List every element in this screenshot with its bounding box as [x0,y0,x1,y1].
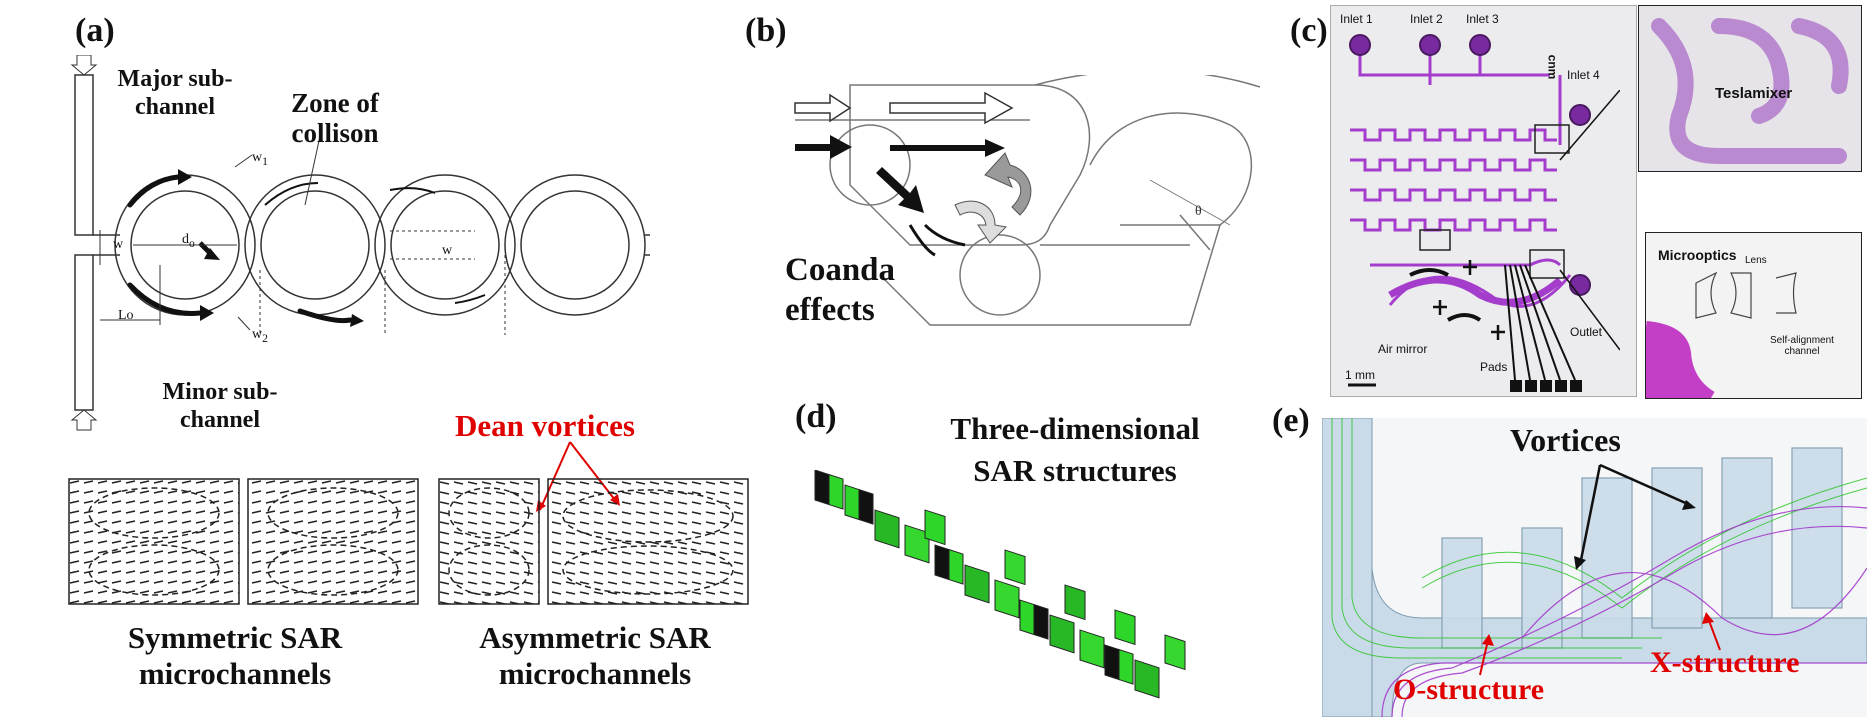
minor-subchannel-label: Minor sub- channel [162,379,278,433]
air-mirror-label: Air mirror [1378,342,1428,356]
symmetric-sar-label: Symmetric SAR microchannels [127,620,343,691]
w-right-label: w [442,243,453,258]
x-structure-label: X-structure [1650,646,1800,679]
panel-a-label: (a) [75,12,115,49]
panel-c-label: (c) [1290,12,1328,49]
panel-d-label: (d) [795,398,837,435]
self-alignment-label: Self-alignment channel [1770,335,1834,357]
symmetric-vortex-plots [68,478,419,605]
asymmetric-vortex-plots [438,478,749,605]
vortices-label: Vortices [1510,422,1621,458]
xo-structure-render [1322,418,1867,717]
microoptics-label: Microoptics [1658,247,1737,263]
dean-vortices-label: Dean vortices [455,408,635,443]
o-structure-label: O-structure [1393,673,1545,706]
panel-b-label: (b) [745,12,787,49]
coanda-effects-label: Coanda effects [785,252,896,328]
panel-a-diagram [70,55,650,431]
three-dim-sar-title: Three-dimensional SAR structures [950,411,1200,488]
inlet2-label: Inlet 2 [1410,12,1443,26]
outlet-label: Outlet [1570,325,1603,339]
chip-channels [1348,34,1591,392]
inlet1-label: Inlet 1 [1340,12,1373,26]
scale-label: 1 mm [1345,368,1375,382]
teslamixer-label: Teslamixer [1715,85,1793,102]
coanda-diagram: θ [794,75,1261,326]
asymmetric-sar-label: Asymmetric SAR microchannels [479,620,711,691]
inlet3-label: Inlet 3 [1466,12,1499,26]
logo-text: cnm [1545,54,1560,80]
sar-3d-structures [814,470,1186,699]
vortices-arrows [1574,463,1696,570]
pads-label: Pads [1480,360,1508,374]
w1-label: w1 [252,150,268,168]
w2-label: w2 [252,327,268,345]
d0-label: do [182,232,195,250]
zone-of-collision-label: Zone of collison [291,88,379,148]
inlet4-label: Inlet 4 [1567,68,1600,82]
lo-label: Lo [118,308,134,323]
teslamixer-inset [1638,5,1862,172]
structure-arrows [1479,612,1721,676]
chip-pointers [1559,90,1620,351]
panel-e-label: (e) [1272,402,1310,439]
svg-text:θ: θ [1195,204,1202,219]
major-subchannel-label: Major sub- channel [117,66,233,120]
microoptics-inset [1645,232,1862,399]
w-label: w [113,237,124,252]
lens-label: Lens [1745,255,1767,266]
